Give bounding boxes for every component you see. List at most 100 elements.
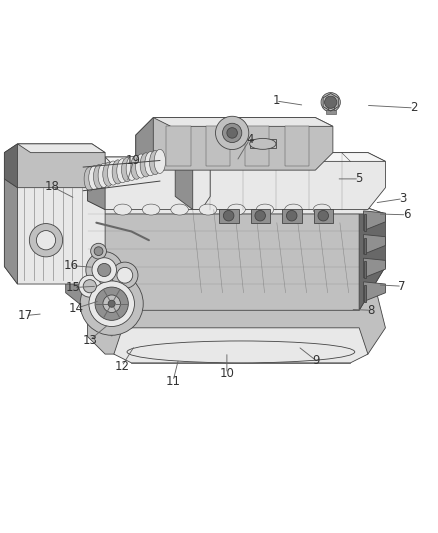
- Circle shape: [227, 128, 237, 138]
- Circle shape: [80, 272, 143, 335]
- Polygon shape: [4, 144, 105, 188]
- Ellipse shape: [154, 149, 166, 173]
- Bar: [314, 209, 333, 223]
- Text: 12: 12: [114, 360, 129, 373]
- Polygon shape: [364, 211, 385, 231]
- Polygon shape: [175, 152, 385, 209]
- Ellipse shape: [112, 160, 124, 184]
- Bar: [326, 110, 336, 114]
- Ellipse shape: [117, 159, 128, 183]
- Ellipse shape: [142, 204, 160, 215]
- Polygon shape: [114, 328, 368, 363]
- Polygon shape: [359, 205, 385, 310]
- Ellipse shape: [171, 204, 188, 215]
- Circle shape: [29, 223, 63, 257]
- Circle shape: [89, 281, 134, 327]
- Polygon shape: [88, 157, 210, 209]
- Text: 4: 4: [246, 133, 254, 146]
- Ellipse shape: [256, 204, 274, 215]
- Ellipse shape: [107, 161, 119, 185]
- Bar: [166, 126, 191, 166]
- Circle shape: [83, 280, 96, 293]
- Circle shape: [79, 275, 101, 297]
- Circle shape: [86, 252, 123, 288]
- Text: 9: 9: [312, 354, 320, 367]
- Polygon shape: [136, 118, 333, 170]
- Circle shape: [108, 300, 115, 307]
- Polygon shape: [88, 205, 385, 214]
- Polygon shape: [4, 161, 18, 284]
- Circle shape: [95, 287, 128, 320]
- Polygon shape: [364, 282, 385, 302]
- Polygon shape: [18, 144, 105, 152]
- Polygon shape: [88, 284, 385, 354]
- Ellipse shape: [149, 150, 161, 175]
- Circle shape: [91, 243, 106, 259]
- Circle shape: [92, 258, 117, 282]
- Polygon shape: [4, 144, 18, 188]
- Circle shape: [98, 263, 111, 277]
- Text: 17: 17: [18, 309, 33, 322]
- Polygon shape: [193, 152, 385, 161]
- Ellipse shape: [140, 153, 152, 177]
- Text: 3: 3: [399, 192, 406, 205]
- Polygon shape: [18, 161, 105, 170]
- Text: 11: 11: [166, 375, 180, 387]
- Ellipse shape: [228, 204, 245, 215]
- Ellipse shape: [93, 165, 105, 189]
- Bar: [364, 261, 366, 278]
- Ellipse shape: [199, 204, 217, 215]
- Bar: [219, 209, 239, 223]
- Polygon shape: [136, 118, 153, 170]
- Circle shape: [223, 211, 234, 221]
- Ellipse shape: [285, 204, 302, 215]
- Ellipse shape: [250, 139, 276, 149]
- Ellipse shape: [84, 167, 95, 191]
- Text: 2: 2: [410, 101, 418, 115]
- Polygon shape: [364, 235, 385, 254]
- Text: 10: 10: [219, 367, 234, 381]
- Ellipse shape: [145, 152, 156, 176]
- Ellipse shape: [127, 341, 355, 363]
- Ellipse shape: [135, 154, 147, 178]
- Bar: [364, 214, 366, 231]
- Text: 1: 1: [272, 94, 280, 108]
- Text: 5: 5: [356, 172, 363, 185]
- Bar: [251, 209, 270, 223]
- Text: 16: 16: [64, 259, 78, 272]
- Bar: [282, 209, 302, 223]
- Text: 19: 19: [126, 154, 141, 167]
- Text: 6: 6: [403, 208, 410, 221]
- Ellipse shape: [126, 156, 138, 181]
- Circle shape: [255, 211, 265, 221]
- Bar: [245, 126, 269, 166]
- Polygon shape: [66, 205, 88, 310]
- Ellipse shape: [121, 158, 133, 182]
- Polygon shape: [153, 118, 333, 126]
- Circle shape: [325, 96, 337, 108]
- Ellipse shape: [98, 163, 110, 188]
- Circle shape: [112, 262, 138, 288]
- Circle shape: [36, 231, 56, 250]
- Polygon shape: [88, 157, 105, 209]
- Polygon shape: [66, 205, 385, 310]
- Text: 7: 7: [398, 280, 406, 293]
- Circle shape: [94, 247, 103, 255]
- Text: 14: 14: [69, 302, 84, 314]
- Polygon shape: [105, 157, 210, 166]
- Polygon shape: [364, 258, 385, 278]
- Text: 8: 8: [368, 304, 375, 317]
- Polygon shape: [4, 161, 105, 284]
- Bar: [364, 285, 366, 302]
- Circle shape: [318, 211, 328, 221]
- Bar: [328, 101, 334, 112]
- Text: 15: 15: [66, 281, 81, 294]
- Circle shape: [117, 268, 133, 283]
- Ellipse shape: [313, 204, 331, 215]
- Bar: [206, 126, 230, 166]
- Circle shape: [321, 93, 340, 112]
- Text: 18: 18: [45, 180, 60, 193]
- Polygon shape: [175, 152, 193, 209]
- Ellipse shape: [103, 162, 114, 186]
- Circle shape: [223, 123, 242, 142]
